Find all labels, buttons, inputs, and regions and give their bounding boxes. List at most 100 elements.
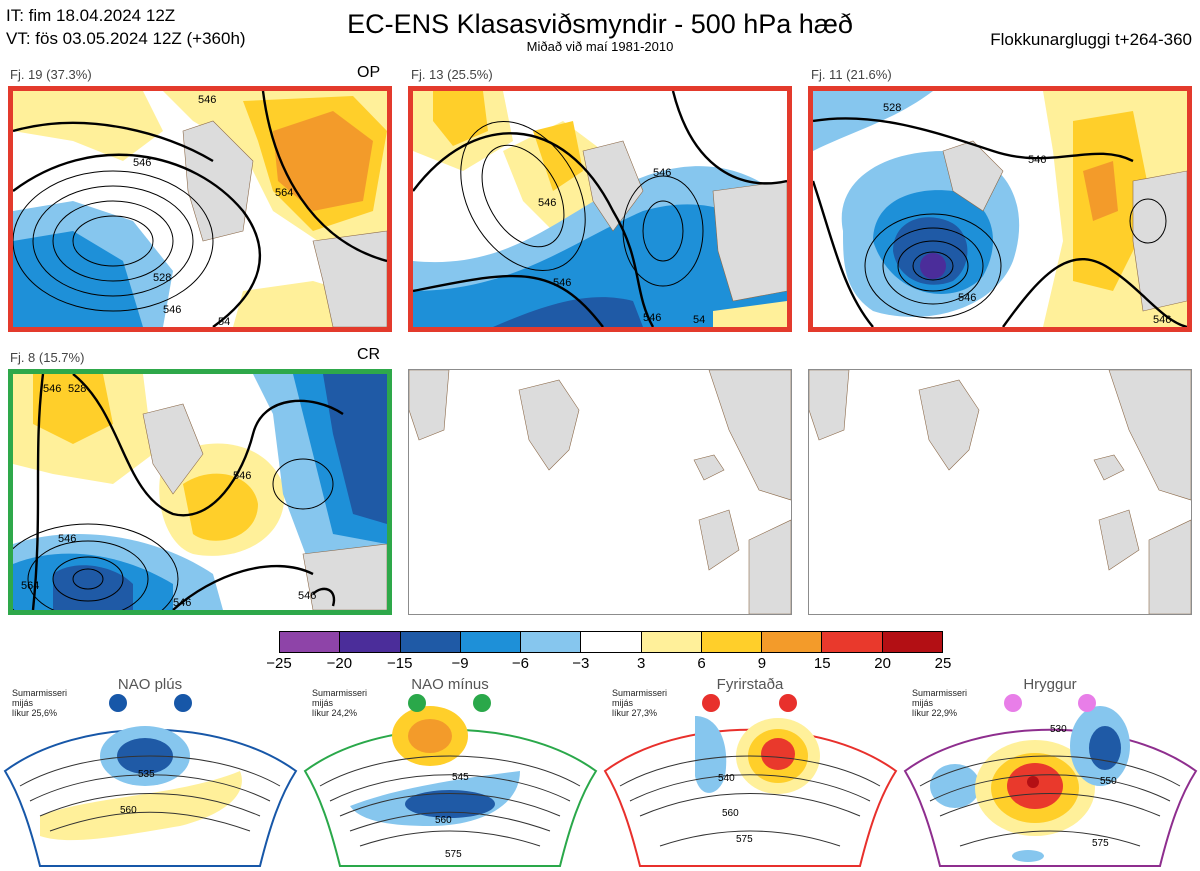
contour-label: 546 bbox=[198, 94, 216, 106]
cluster-map-4-canvas: 546 528 546 546 564 546 546 bbox=[13, 374, 387, 610]
page-title: EC-ENS Klasasviðsmyndir - 500 hPa hæð bbox=[347, 9, 853, 39]
regime-likelihood: líkur 24,2% bbox=[312, 708, 358, 718]
regime-season: Sumarmisseri bbox=[12, 688, 68, 698]
regime-name: Fyrirstaða bbox=[716, 676, 784, 693]
regime-negative-anomaly bbox=[1012, 850, 1044, 862]
valid-time: VT: fös 03.05.2024 12Z (+360h) bbox=[6, 29, 246, 48]
empty-map-6-canvas bbox=[809, 370, 1191, 614]
colorbar-tick-label: −9 bbox=[451, 655, 469, 672]
contour-label: 54 bbox=[693, 314, 705, 326]
colorbar-segment bbox=[882, 632, 942, 652]
regime-contour-label: 540 bbox=[718, 773, 735, 784]
regime-marker-left bbox=[408, 694, 426, 712]
contour-label: 546 bbox=[43, 383, 61, 395]
regime-period: mijás bbox=[12, 698, 34, 708]
cluster-label-4: Fj. 8 (15.7%) bbox=[10, 350, 85, 365]
colorbar-segment bbox=[460, 632, 522, 652]
regime-season: Sumarmisseri bbox=[312, 688, 368, 698]
regime-likelihood: líkur 22,9% bbox=[912, 708, 958, 718]
contour-label: 546 bbox=[233, 470, 251, 482]
regime-negative-anomaly bbox=[695, 716, 727, 793]
colorbar-segment bbox=[581, 632, 642, 652]
colorbar-tick-label: 15 bbox=[813, 655, 831, 672]
anomaly-extreme-negative-core bbox=[920, 253, 946, 279]
regime-name: NAO plús bbox=[117, 676, 183, 693]
colorbar-tick-label: 6 bbox=[697, 655, 706, 672]
regime-ridge: Hryggur Sumarmisseri mijás líkur 22,9% 5… bbox=[900, 676, 1200, 871]
colorbar-segment bbox=[701, 632, 763, 652]
empty-map-6 bbox=[808, 369, 1192, 615]
classification-window: Flokkunargluggi t+264-360 bbox=[990, 30, 1192, 49]
regime-contour-label: 535 bbox=[138, 769, 155, 780]
contour-label: 546 bbox=[538, 197, 556, 209]
cluster-tag-cr: CR bbox=[357, 346, 381, 363]
regime-positive-max bbox=[1027, 776, 1039, 788]
colorbar-tick-label: 9 bbox=[757, 655, 767, 672]
anomaly-strong-negative-area bbox=[493, 297, 643, 327]
anomaly-positive-area bbox=[33, 374, 113, 444]
landmass bbox=[182, 120, 254, 242]
regime-info: Sumarmisseri mijás líkur 22,9% bbox=[912, 688, 967, 718]
contour-label: 528 bbox=[153, 272, 171, 284]
anomaly-negative-area bbox=[413, 204, 787, 327]
regime-contour-label: 530 bbox=[1050, 724, 1067, 735]
regime-map: 545 560 575 bbox=[303, 694, 598, 867]
regime-marker-left bbox=[109, 694, 127, 712]
europe-landmass bbox=[748, 519, 791, 614]
landmass bbox=[582, 140, 644, 232]
contour-label: 528 bbox=[68, 383, 86, 395]
anomaly-positive-area bbox=[13, 91, 163, 161]
empty-map-5-canvas bbox=[409, 370, 791, 614]
regime-info: Sumarmisseri mijás líkur 27,3% bbox=[612, 688, 667, 718]
regime-nao-plus: NAO plús Sumarmisseri mijás líkur 25,6% … bbox=[0, 676, 300, 871]
british-isles-landmass bbox=[698, 509, 740, 571]
colorbar-tick-label: 3 bbox=[637, 655, 646, 672]
regime-name: Hryggur bbox=[1023, 676, 1077, 693]
colorbar-tick-label: −20 bbox=[326, 655, 353, 672]
empty-map-5 bbox=[408, 369, 792, 615]
colorbar-tick-label: −15 bbox=[386, 655, 413, 672]
regime-period: mijás bbox=[312, 698, 334, 708]
anomaly-positive-area bbox=[183, 473, 258, 541]
cluster-map-1-canvas: 546 546 564 528 546 54 bbox=[13, 91, 387, 327]
contour-label: 564 bbox=[21, 580, 39, 592]
regime-negative-core bbox=[405, 790, 495, 818]
contour-label: 54 bbox=[991, 326, 1003, 327]
colorbar-tick-label: 20 bbox=[874, 655, 891, 672]
regime-marker-right bbox=[473, 694, 491, 712]
contour-label: 546 bbox=[1153, 314, 1171, 326]
canada-landmass bbox=[809, 370, 850, 441]
regime-map: 530 550 575 bbox=[903, 694, 1198, 867]
greenland-landmass bbox=[518, 379, 580, 471]
regime-contour-label: 575 bbox=[445, 849, 462, 860]
iceland-landmass bbox=[693, 454, 725, 481]
contour-label: 546 bbox=[133, 157, 151, 169]
anomaly-positive-area bbox=[713, 301, 787, 327]
regime-nao-minus: NAO mínus Sumarmisseri mijás líkur 24,2%… bbox=[300, 676, 600, 871]
contour-label: 546 bbox=[653, 167, 671, 179]
colorbar-tick-label: 25 bbox=[934, 655, 952, 672]
iceland-landmass bbox=[1093, 454, 1125, 481]
cluster-map-3-canvas: 528 546 546 54 546 bbox=[813, 91, 1187, 327]
contour-label: 528 bbox=[883, 102, 901, 114]
anomaly-positive-area bbox=[433, 91, 488, 146]
regime-contour-label: 560 bbox=[435, 815, 452, 826]
regime-season: Sumarmisseri bbox=[912, 688, 968, 698]
anomaly-strong-negative-area bbox=[893, 217, 968, 285]
regime-likelihood: líkur 27,3% bbox=[612, 708, 658, 718]
scandinavia-landmass bbox=[708, 370, 791, 501]
europe-landmass bbox=[1148, 519, 1191, 614]
regime-period: mijás bbox=[912, 698, 934, 708]
regime-period: mijás bbox=[612, 698, 634, 708]
contour-label: 564 bbox=[275, 187, 293, 199]
colorbar-segment bbox=[280, 632, 341, 652]
colorbar-segment bbox=[400, 632, 461, 652]
cluster-map-2-canvas: 546 546 546 546 54 27 bbox=[413, 91, 787, 327]
regime-blocking: Fyrirstaða Sumarmisseri mijás líkur 27,3… bbox=[600, 676, 900, 871]
cluster-label-1: Fj. 19 (37.3%) bbox=[10, 67, 92, 82]
cluster-map-4: 546 528 546 546 564 546 546 bbox=[8, 369, 392, 615]
cluster-tag-op: OP bbox=[357, 64, 381, 81]
colorbar-segment bbox=[822, 632, 883, 652]
contour-label: 546 bbox=[58, 533, 76, 545]
contour-label: 546 bbox=[553, 277, 571, 289]
